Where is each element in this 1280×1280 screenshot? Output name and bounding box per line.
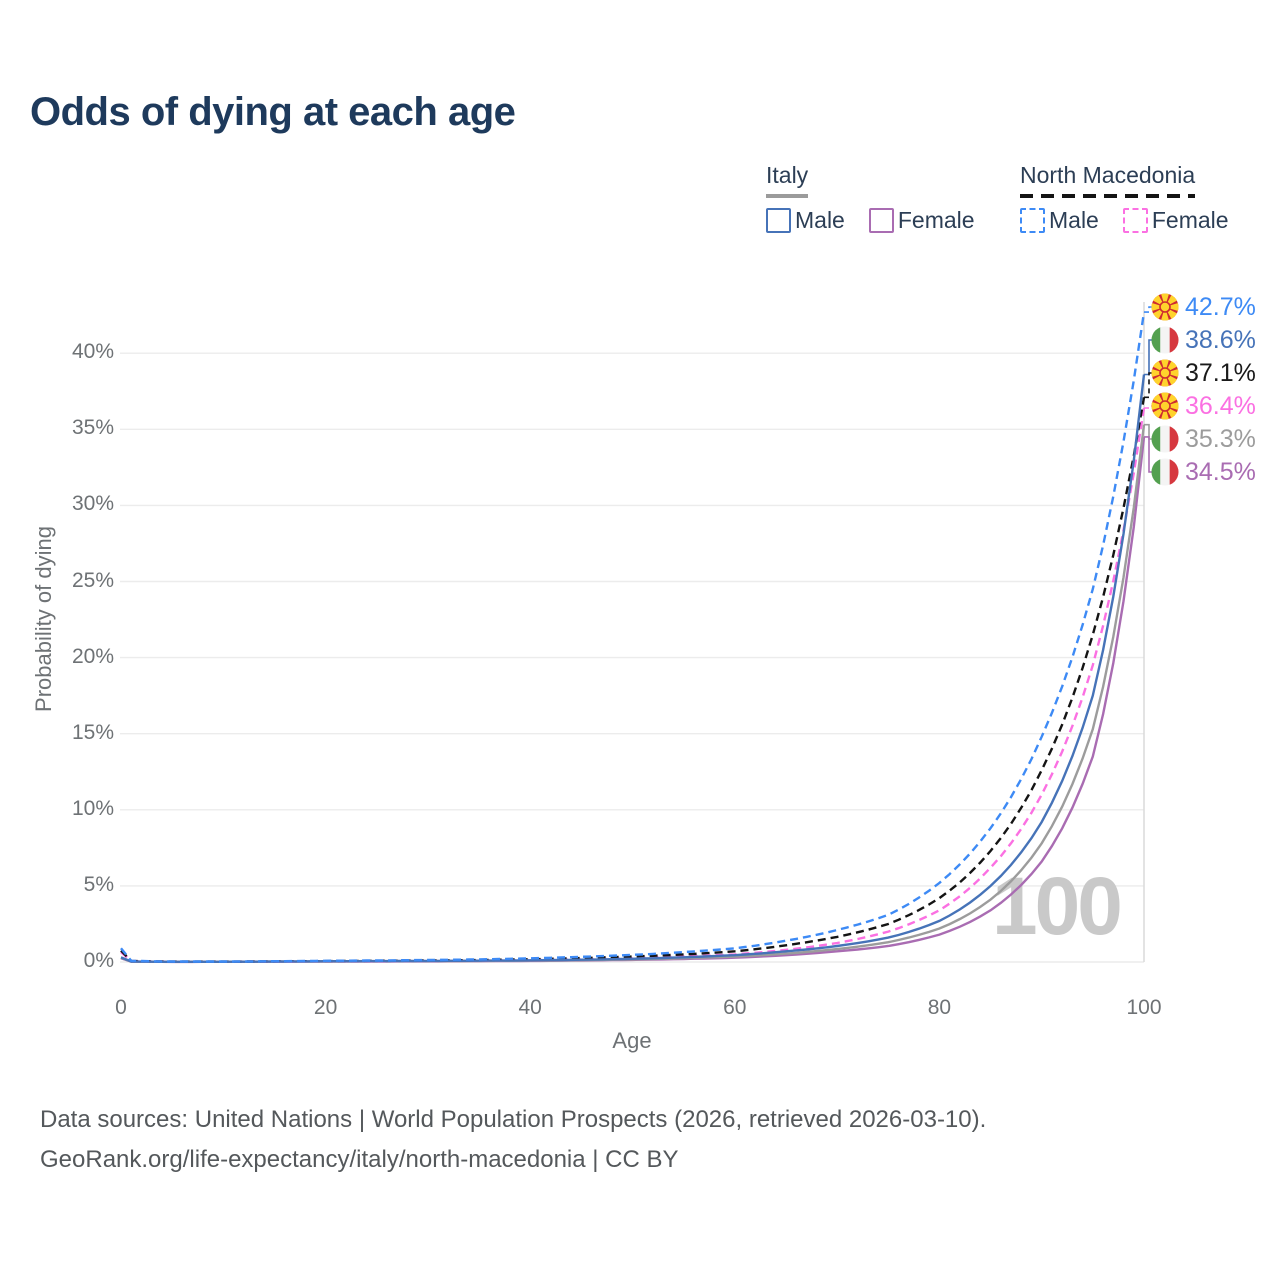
hover-age-watermark: 100 xyxy=(992,861,1123,952)
legend-item-label: Male xyxy=(1049,207,1099,233)
legend-swatch-icon xyxy=(868,208,894,233)
data-source-text: Data sources: United Nations | World Pop… xyxy=(40,1106,987,1133)
north-macedonia-flag-icon xyxy=(1151,293,1179,321)
legend-group-title: Italy xyxy=(766,162,809,188)
legend-swatch-icon xyxy=(766,208,791,233)
italy-flag-icon xyxy=(1151,326,1179,354)
legend-item-label: Male xyxy=(795,207,845,233)
legend-item-italy-male[interactable]: Male xyxy=(766,207,845,234)
legend-item-north-macedonia-male[interactable]: Male xyxy=(1020,207,1099,234)
end-label-value: 36.4% xyxy=(1185,391,1256,420)
x-tick-label: 80 xyxy=(927,996,952,1019)
end-label: 35.3% xyxy=(1151,424,1256,454)
y-axis-title: Probability of dying xyxy=(31,526,56,712)
legend-group-title: North Macedonia xyxy=(1020,162,1196,188)
legend-group-italy: Italy Male Female xyxy=(766,162,975,234)
y-tick-label: 10% xyxy=(71,796,114,820)
y-tick-label: 20% xyxy=(71,644,114,668)
y-tick-label: 25% xyxy=(71,568,114,592)
series-line-north-macedonia xyxy=(120,397,1146,963)
x-tick-label: 20 xyxy=(313,996,338,1019)
end-label-value: 35.3% xyxy=(1185,424,1256,453)
y-tick-label: 40% xyxy=(71,340,114,364)
y-tick-label: 15% xyxy=(71,720,114,744)
north-macedonia-flag-icon xyxy=(1151,359,1179,387)
italy-flag-icon xyxy=(1151,425,1179,453)
x-tick-label: 0 xyxy=(115,996,127,1019)
end-label: 42.7% xyxy=(1151,292,1256,322)
page-title: Odds of dying at each age xyxy=(30,90,516,134)
legend-line-style-sample xyxy=(766,194,808,198)
series-line-italy xyxy=(120,424,1146,963)
series-line-italy-female xyxy=(120,436,1146,964)
attribution-text: GeoRank.org/life-expectancy/italy/north-… xyxy=(40,1146,679,1173)
end-label-value: 42.7% xyxy=(1185,292,1256,321)
end-label-value: 37.1% xyxy=(1185,358,1256,387)
legend-item-label: Female xyxy=(897,207,975,233)
end-label-value: 34.5% xyxy=(1185,457,1256,486)
series-line-north-macedonia-male xyxy=(120,311,1146,963)
end-label: 38.6% xyxy=(1151,325,1256,355)
legend-swatch-icon xyxy=(1020,208,1045,233)
series-line-north-macedonia-female xyxy=(120,407,1146,963)
series-line-italy-male xyxy=(120,374,1146,963)
x-tick-label: 40 xyxy=(518,996,542,1019)
italy-flag-icon xyxy=(1151,458,1179,486)
x-axis-title: Age xyxy=(612,1028,652,1053)
end-label: 36.4% xyxy=(1151,391,1256,421)
end-label: 34.5% xyxy=(1151,457,1256,487)
north-macedonia-flag-icon xyxy=(1151,392,1179,420)
legend-group-north-macedonia: North Macedonia Male Female xyxy=(1020,162,1229,234)
y-tick-label: 35% xyxy=(71,416,114,440)
legend-swatch-icon xyxy=(1122,208,1148,233)
legend-item-north-macedonia-female[interactable]: Female xyxy=(1122,207,1229,234)
y-tick-label: 30% xyxy=(71,492,114,516)
x-tick-label: 100 xyxy=(1126,996,1162,1019)
legend-line-style-sample xyxy=(1020,194,1195,198)
y-tick-label: 5% xyxy=(83,872,114,896)
x-tick-label: 60 xyxy=(723,996,747,1019)
y-tick-label: 0% xyxy=(83,949,114,972)
end-label-value: 38.6% xyxy=(1185,325,1256,354)
end-label: 37.1% xyxy=(1151,358,1256,388)
legend-item-label: Female xyxy=(1151,207,1229,233)
legend-item-italy-female[interactable]: Female xyxy=(868,207,975,234)
